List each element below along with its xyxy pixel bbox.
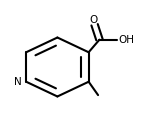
Text: OH: OH [119,35,135,45]
Text: O: O [90,15,98,25]
Text: N: N [14,77,22,87]
